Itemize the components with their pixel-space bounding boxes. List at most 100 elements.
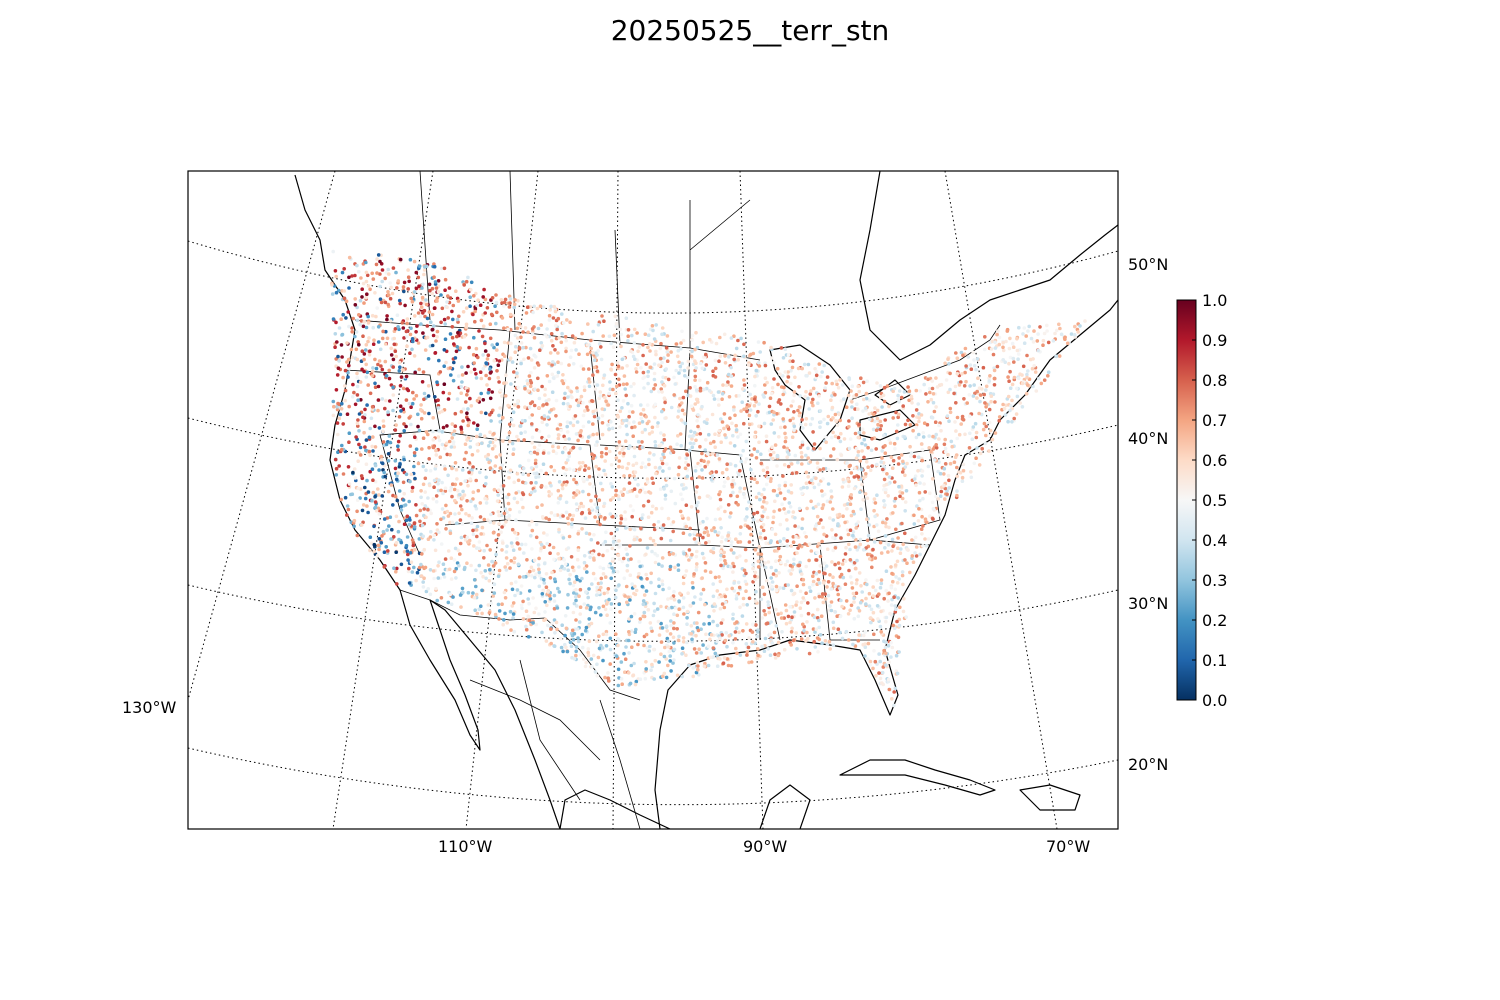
station-point xyxy=(440,430,445,434)
station-point xyxy=(705,494,710,498)
station-point xyxy=(603,607,608,612)
station-point xyxy=(634,370,639,374)
station-point xyxy=(811,397,815,402)
station-point xyxy=(472,544,476,548)
station-point xyxy=(943,462,948,466)
station-point xyxy=(613,372,618,377)
station-point xyxy=(572,601,577,606)
station-point xyxy=(510,587,515,592)
station-point xyxy=(441,425,446,430)
station-point xyxy=(419,562,423,567)
station-point xyxy=(772,630,777,635)
station-point xyxy=(481,366,486,371)
station-point xyxy=(440,442,445,447)
station-point xyxy=(680,361,684,366)
station-point xyxy=(396,325,400,329)
station-point xyxy=(544,639,549,643)
station-point xyxy=(420,552,424,556)
station-point xyxy=(477,563,482,568)
station-point xyxy=(664,367,668,371)
station-point xyxy=(815,616,820,620)
station-point xyxy=(405,535,410,539)
station-point xyxy=(676,638,681,643)
station-point xyxy=(850,400,854,404)
station-point xyxy=(362,357,366,362)
station-point xyxy=(358,445,363,450)
station-point xyxy=(752,511,756,516)
station-point xyxy=(481,324,486,329)
station-point xyxy=(569,644,574,649)
station-point xyxy=(588,555,592,560)
station-point xyxy=(435,598,440,603)
station-point xyxy=(475,427,480,432)
station-point xyxy=(921,544,925,548)
station-point xyxy=(992,383,997,387)
station-point xyxy=(671,529,675,534)
station-point xyxy=(646,369,650,374)
station-point xyxy=(710,528,714,533)
station-point xyxy=(935,385,940,389)
station-point xyxy=(513,593,517,598)
station-point xyxy=(638,617,643,621)
station-point xyxy=(724,383,729,388)
station-point xyxy=(624,584,629,589)
station-point xyxy=(884,524,888,529)
station-point xyxy=(692,537,697,541)
station-point xyxy=(537,612,541,616)
station-point xyxy=(672,641,676,645)
station-point xyxy=(412,525,417,529)
station-point xyxy=(825,499,830,504)
station-point xyxy=(722,332,727,337)
station-point xyxy=(957,432,962,437)
station-point xyxy=(439,293,443,297)
station-point xyxy=(677,607,681,611)
station-point xyxy=(718,579,723,584)
station-point xyxy=(717,433,721,438)
station-point xyxy=(903,500,908,504)
station-point xyxy=(459,409,464,414)
station-point xyxy=(542,577,546,582)
station-point xyxy=(909,394,914,399)
station-point xyxy=(582,554,587,558)
station-point xyxy=(690,349,694,354)
station-point xyxy=(764,434,769,439)
station-point xyxy=(648,491,653,495)
station-point xyxy=(405,344,409,349)
station-point xyxy=(391,393,396,397)
station-point xyxy=(669,350,673,354)
station-point xyxy=(606,403,611,407)
station-point xyxy=(938,471,943,476)
station-point xyxy=(551,316,556,320)
station-point xyxy=(537,429,542,434)
station-point xyxy=(887,591,891,596)
station-point xyxy=(568,320,572,325)
station-point xyxy=(887,525,891,530)
station-point xyxy=(780,374,785,378)
station-point xyxy=(790,626,794,631)
station-point xyxy=(975,357,980,361)
station-point xyxy=(851,509,856,514)
station-point xyxy=(459,425,463,430)
station-point xyxy=(686,591,690,595)
station-point xyxy=(792,610,797,614)
station-point xyxy=(658,465,662,470)
station-point xyxy=(452,360,456,365)
station-point xyxy=(549,641,553,646)
station-point xyxy=(423,314,427,319)
station-point xyxy=(600,421,605,425)
station-point xyxy=(659,341,663,346)
station-point xyxy=(620,559,625,564)
station-point xyxy=(587,532,592,536)
station-point xyxy=(525,379,530,383)
station-point xyxy=(345,412,350,417)
station-point xyxy=(738,653,743,657)
station-point xyxy=(846,393,851,398)
station-point xyxy=(689,505,694,509)
station-point xyxy=(516,562,521,567)
station-point xyxy=(734,394,739,398)
station-point xyxy=(696,667,700,672)
station-point xyxy=(606,587,611,591)
station-point xyxy=(1025,353,1029,358)
station-point xyxy=(1029,336,1034,341)
station-point xyxy=(756,565,761,569)
